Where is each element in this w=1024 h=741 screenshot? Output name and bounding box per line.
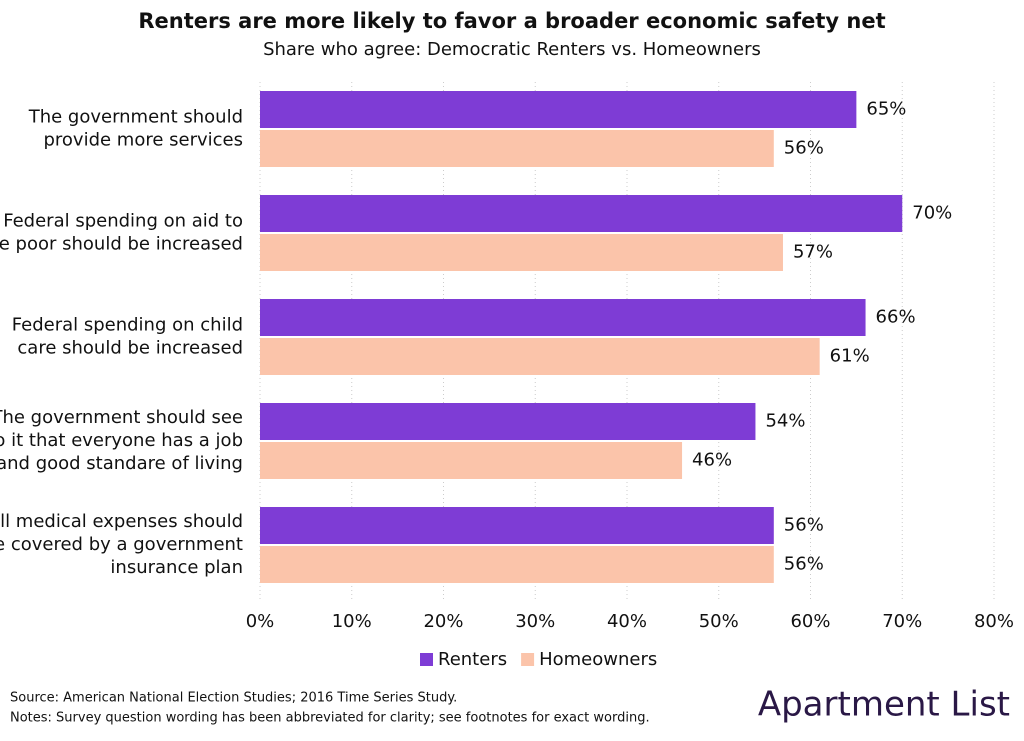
value-label: 56% <box>784 515 824 536</box>
value-label: 57% <box>793 242 833 263</box>
value-label: 46% <box>692 450 732 471</box>
bar <box>260 234 783 271</box>
category-label: the poor should be increased <box>0 234 243 255</box>
category-label: and good standare of living <box>0 453 243 474</box>
category-label: insurance plan <box>110 557 243 578</box>
bar <box>260 403 756 440</box>
bar <box>260 130 774 167</box>
bar <box>260 195 903 232</box>
category-label: be covered by a government <box>0 534 243 555</box>
x-tick-label: 60% <box>790 611 830 632</box>
bar <box>260 546 774 583</box>
bar <box>260 442 683 479</box>
x-tick-label: 70% <box>882 611 922 632</box>
x-tick-label: 10% <box>332 611 372 632</box>
value-label: 70% <box>912 203 952 224</box>
x-tick-label: 50% <box>699 611 739 632</box>
category-label: Federal spending on child <box>12 315 243 336</box>
value-label: 56% <box>784 138 824 159</box>
bar <box>260 507 774 544</box>
bar <box>260 338 820 375</box>
brand-logo: Apartment List <box>758 685 1010 725</box>
value-label: 65% <box>866 99 906 120</box>
category-label: The government should <box>28 107 243 128</box>
category-label: The government should see <box>0 407 243 428</box>
source: Source: American National Election Studi… <box>10 691 457 706</box>
chart-subtitle: Share who agree: Democratic Renters vs. … <box>263 39 761 60</box>
category-label: to it that everyone has a job <box>0 430 243 451</box>
x-tick-label: 80% <box>974 611 1014 632</box>
value-label: 54% <box>765 411 805 432</box>
legend-label: Renters <box>438 649 507 670</box>
x-tick-label: 30% <box>515 611 555 632</box>
legend-label: Homeowners <box>539 649 657 670</box>
chart-title: Renters are more likely to favor a broad… <box>138 9 885 33</box>
value-label: 61% <box>830 346 870 367</box>
notes: Notes: Survey question wording has been … <box>10 711 650 726</box>
legend-swatch <box>420 653 433 666</box>
category-label: provide more services <box>43 130 243 151</box>
bar <box>260 299 866 336</box>
x-tick-label: 0% <box>246 611 275 632</box>
bar <box>260 91 857 128</box>
x-tick-label: 40% <box>607 611 647 632</box>
legend-swatch <box>521 653 535 666</box>
category-label: Federal spending on aid to <box>3 211 243 232</box>
category-label: All medical expenses should <box>0 511 243 532</box>
value-label: 56% <box>784 554 824 575</box>
category-label: care should be increased <box>17 338 243 359</box>
value-label: 66% <box>876 307 916 328</box>
x-tick-label: 20% <box>423 611 463 632</box>
